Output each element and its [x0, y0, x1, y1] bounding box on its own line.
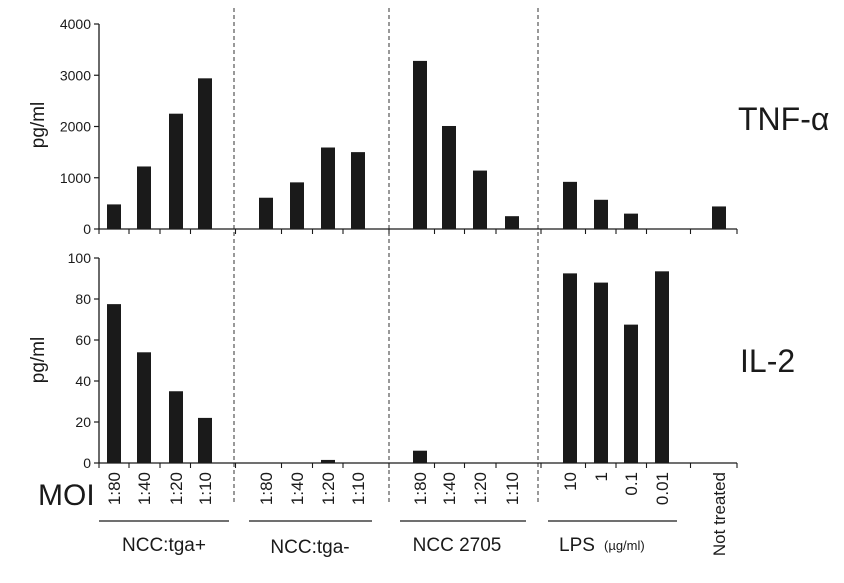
x-category-label: 1:10 [503, 472, 522, 505]
tnf-alpha-bar [712, 206, 726, 229]
il-2-bar [413, 450, 427, 463]
group-label-ncc-tga-plus: NCC:tga+ [122, 535, 206, 556]
tnf-alpha-bar [594, 199, 608, 229]
il-2-bars [107, 271, 669, 463]
x-category-label: 1:20 [167, 472, 186, 505]
il-2-y-axis-label: pg/ml [28, 337, 49, 383]
il-2-bar [624, 324, 638, 463]
tnf-alpha-bar [259, 197, 273, 229]
tnf-alpha-bar [321, 147, 335, 229]
tnf-alpha-bar [198, 78, 212, 229]
x-category-label: 0.01 [653, 472, 672, 505]
x-category-label: 1:20 [471, 472, 490, 505]
tnf-alpha-bar [107, 204, 121, 229]
il-2-y-tick-label: 40 [75, 373, 91, 389]
tnf-alpha-panel: 0 1000 2000 3000 4000 pg/ml TNF-α [28, 16, 829, 237]
tnf-alpha-bar [413, 60, 427, 230]
il-2-y-tick-label: 100 [68, 250, 92, 266]
x-category-label: 1:40 [135, 472, 154, 505]
group-label-ncc-2705: NCC 2705 [413, 535, 502, 556]
tnf-alpha-bar [473, 170, 487, 229]
x-category-label: 1:10 [196, 472, 215, 505]
x-category-label: 1:40 [440, 472, 459, 505]
il-2-bar [137, 352, 151, 463]
il-2-bar [655, 271, 669, 463]
tnf-alpha-bar [505, 216, 519, 229]
x-category-label: 1:80 [411, 472, 430, 505]
tnf-alpha-bar [624, 213, 638, 229]
il-2-panel-label: IL-2 [740, 343, 795, 379]
moi-label: MOI [38, 479, 95, 512]
il-2-y-tick-label: 80 [75, 291, 91, 307]
tnf-alpha-y-tick-label: 2000 [60, 119, 91, 135]
tnf-alpha-y-tick-label: 1000 [60, 170, 91, 186]
tnf-alpha-bars [107, 60, 726, 230]
tnf-alpha-panel-label: TNF-α [738, 101, 829, 137]
il-2-y-tick-label: 0 [83, 455, 91, 471]
tnf-alpha-bar [137, 166, 151, 229]
x-category-label: 1:80 [257, 472, 276, 505]
group-label-ncc-tga-minus: NCC:tga- [270, 537, 349, 558]
il-2-bar [321, 459, 335, 463]
x-category-label: 10 [561, 472, 580, 491]
il-2-y-tick-label: 60 [75, 332, 91, 348]
il-2-bar [107, 304, 121, 463]
x-category-label: 1:40 [288, 472, 307, 505]
tnf-alpha-bar [169, 113, 183, 229]
x-category-label: 1:20 [319, 472, 338, 505]
tnf-alpha-axes: 0 1000 2000 3000 4000 [60, 16, 738, 237]
x-category-label: 1:80 [105, 472, 124, 505]
group-separators [233, 8, 539, 505]
il-2-bar [198, 417, 212, 463]
il-2-bar [563, 273, 577, 463]
x-category-labels: 1:80 1:40 1:20 1:10 1:80 1:40 1:20 1:10 1:80 1:40… [105, 472, 729, 556]
x-category-label: Not treated [710, 472, 729, 556]
tnf-alpha-y-axis-label: pg/ml [28, 102, 49, 148]
x-category-label: 0.1 [622, 472, 641, 496]
tnf-alpha-y-tick-label: 0 [83, 221, 91, 237]
il-2-panel: 0 20 40 60 80 100 pg/ml IL-2 [28, 250, 795, 471]
x-category-label: 1 [592, 472, 611, 481]
tnf-alpha-y-tick-label: 4000 [60, 16, 91, 32]
il-2-bar [594, 282, 608, 463]
x-group-labels: NCC:tga+ NCC:tga- NCC 2705 LPS (µg/ml) [99, 520, 677, 558]
tnf-alpha-bar [442, 125, 456, 229]
il-2-bar [169, 391, 183, 463]
tnf-alpha-bar [290, 182, 304, 229]
group-label-lps: LPS [559, 535, 595, 556]
tnf-alpha-bar [563, 181, 577, 229]
tnf-alpha-bar [351, 152, 365, 229]
tnf-alpha-y-tick-label: 3000 [60, 67, 91, 83]
il-2-y-tick-label: 20 [75, 414, 91, 430]
x-category-label: 1:10 [349, 472, 368, 505]
group-label-lps-unit: (µg/ml) [604, 538, 645, 553]
